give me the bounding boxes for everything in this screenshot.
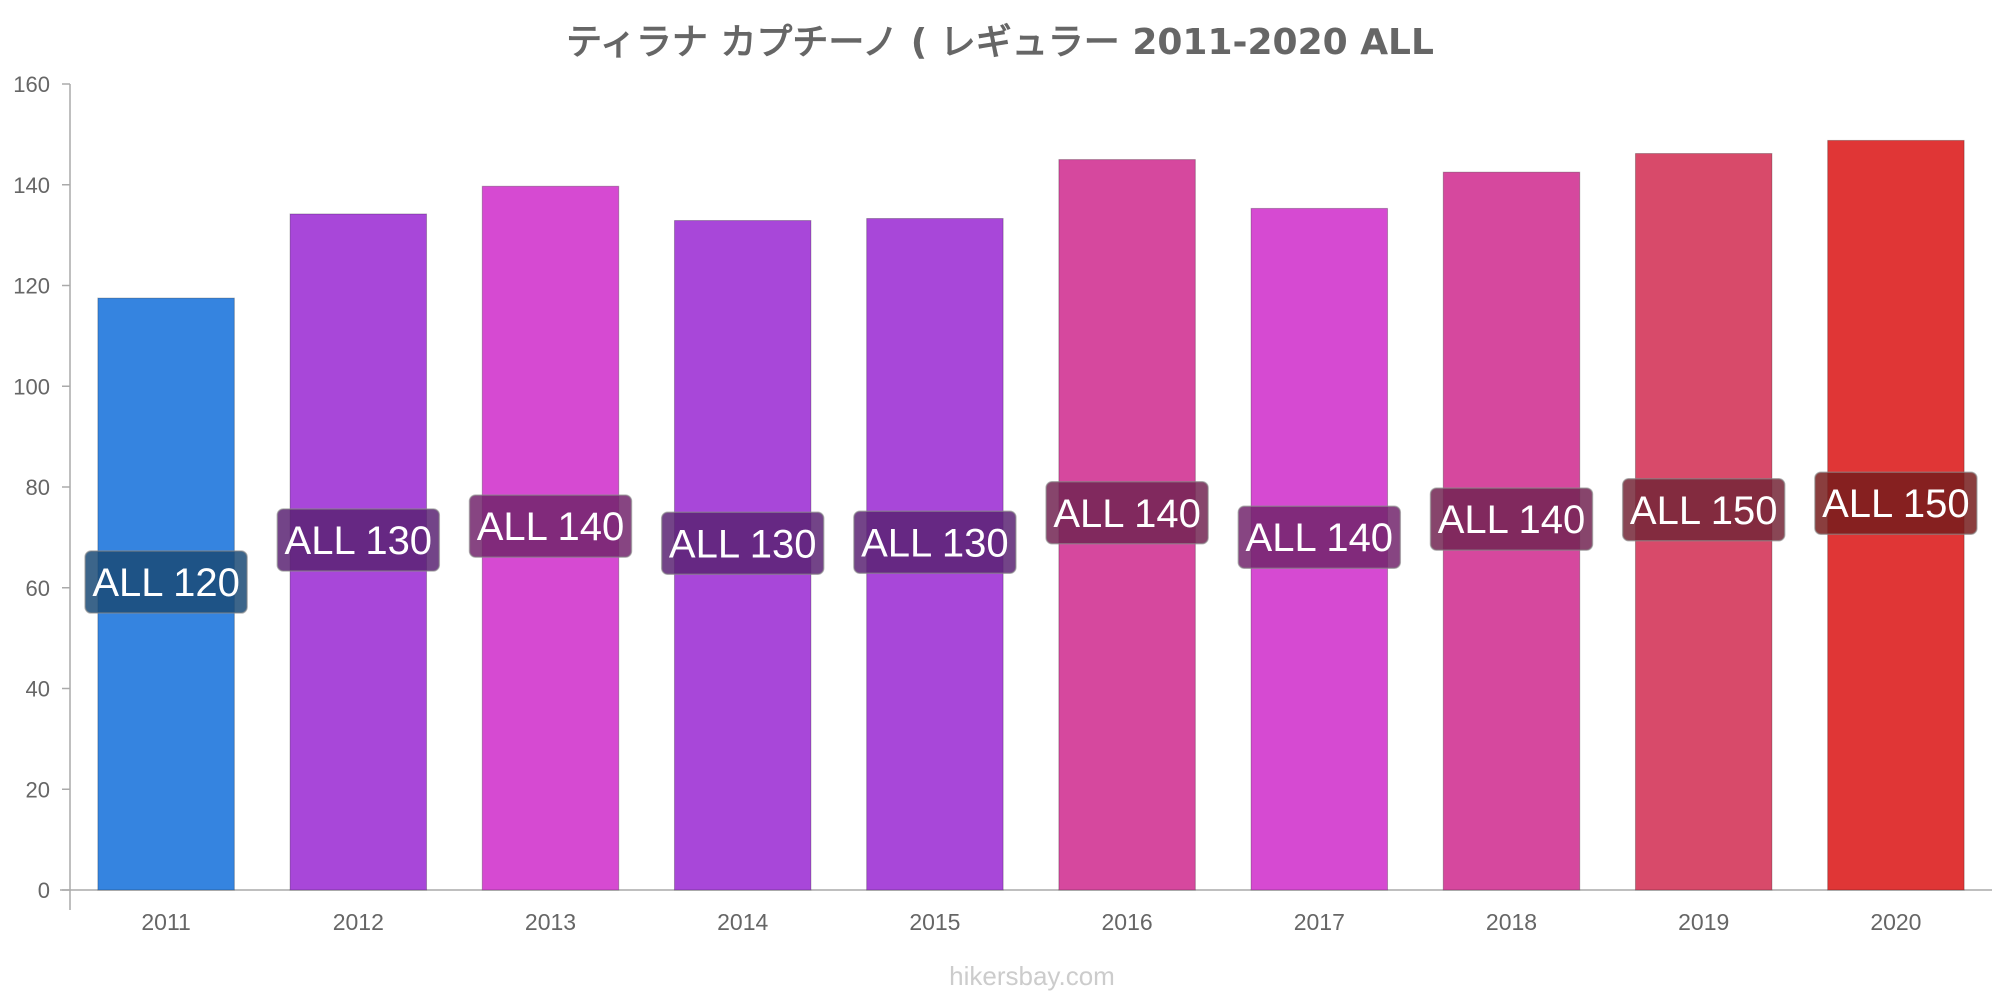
data-label: ALL 150 xyxy=(1822,482,1970,526)
x-tick-label: 2013 xyxy=(525,909,576,935)
data-label: ALL 140 xyxy=(1053,492,1201,536)
data-label: ALL 130 xyxy=(669,522,817,566)
y-tick-label: 60 xyxy=(26,576,50,601)
data-label-box xyxy=(468,494,633,558)
y-tick-label: 100 xyxy=(13,374,50,399)
x-tick-label: 2011 xyxy=(141,909,190,935)
data-label-box xyxy=(84,550,248,614)
y-tick-label: 0 xyxy=(38,878,50,903)
x-tick-label: 2012 xyxy=(333,909,384,935)
data-label: ALL 150 xyxy=(1630,489,1778,533)
data-label: ALL 140 xyxy=(1438,498,1586,542)
y-tick-label: 80 xyxy=(26,475,50,500)
data-label-box xyxy=(1429,487,1594,551)
x-tick-label: 2015 xyxy=(909,909,960,935)
axes: 0 20 40 60 80 100 120 140 160 2011 2012 2013 2014 201… xyxy=(13,72,1992,935)
y-tick-label: 160 xyxy=(13,72,50,97)
credit-text: hikersbay.com xyxy=(949,961,1115,991)
x-tick-label: 2016 xyxy=(1102,909,1153,935)
data-label: ALL 140 xyxy=(1246,516,1394,560)
y-tick-label: 140 xyxy=(13,173,50,198)
data-label-box xyxy=(1814,471,1978,535)
data-label-box xyxy=(1621,478,1786,542)
data-label: ALL 130 xyxy=(285,519,433,563)
data-label: ALL 140 xyxy=(477,505,625,549)
x-tick-label: 2017 xyxy=(1294,909,1345,935)
data-label-box xyxy=(853,510,1017,575)
x-tick-label: 2018 xyxy=(1486,909,1537,935)
y-tick-label: 20 xyxy=(26,777,50,802)
chart-title: ティラナ カプチーノ ( レギュラー 2011-2020 ALL xyxy=(566,22,1434,63)
data-label: ALL 130 xyxy=(861,521,1009,565)
data-label-box xyxy=(276,508,441,572)
data-label: ALL 120 xyxy=(92,561,240,605)
y-tick-label: 120 xyxy=(13,274,50,299)
x-tick-label: 2014 xyxy=(717,909,768,935)
y-tick-label: 40 xyxy=(26,677,50,702)
x-tick-label: 2019 xyxy=(1678,909,1729,935)
data-labels: ALL 120 ALL 130 ALL 140 ALL 130 ALL 130 ALL 1… xyxy=(84,471,1978,614)
x-tick-label: 2020 xyxy=(1870,909,1921,935)
data-label-box xyxy=(660,511,825,576)
data-label-box xyxy=(1237,505,1402,569)
data-label-box xyxy=(1045,481,1209,545)
